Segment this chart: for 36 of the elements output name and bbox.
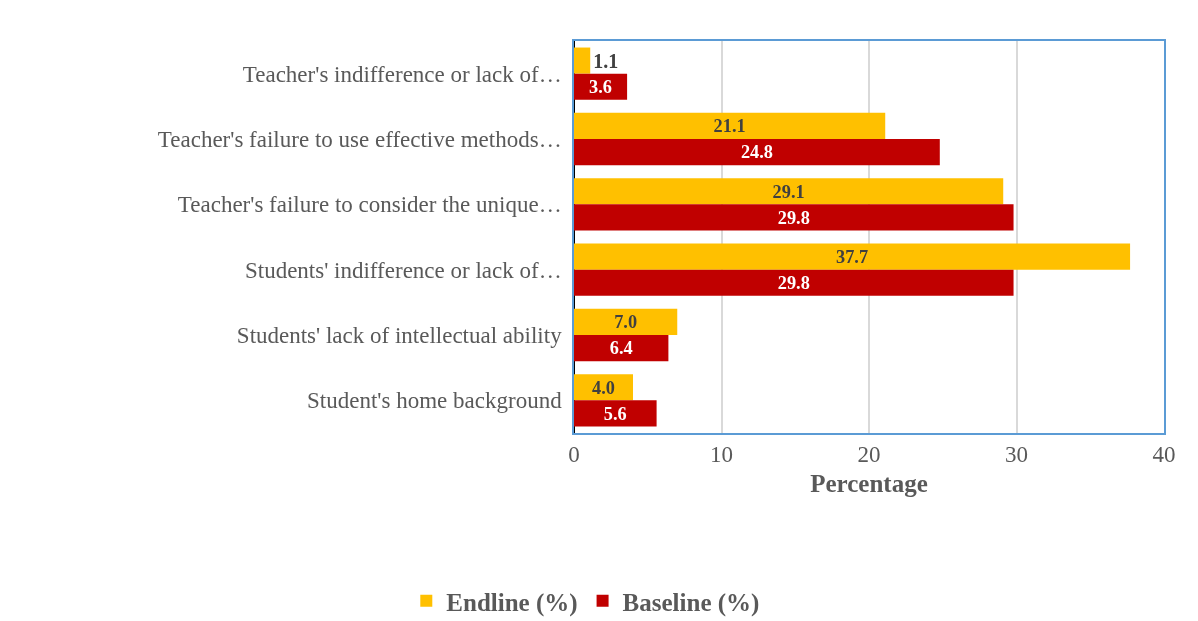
bar — [574, 178, 1004, 205]
bar — [574, 243, 1131, 270]
data-label: 29.8 — [777, 273, 810, 294]
x-tick-label: 30 — [1005, 442, 1028, 468]
data-label: 4.0 — [592, 377, 615, 398]
data-label: 5.6 — [603, 403, 627, 424]
bar — [574, 112, 886, 139]
data-label: 3.6 — [589, 77, 612, 98]
y-tick-label: Student's home background — [307, 388, 563, 414]
y-tick-label: Students' lack of intellectual ability — [236, 323, 563, 349]
data-label: 37.7 — [836, 247, 869, 268]
data-label: 29.1 — [772, 181, 805, 202]
bar — [574, 47, 591, 74]
data-label: 24.8 — [740, 142, 773, 163]
bar — [574, 400, 657, 427]
data-label: 21.1 — [713, 116, 746, 137]
data-label: 6.4 — [609, 338, 633, 359]
y-tick-label: Teacher's indifference or lack of… — [242, 61, 562, 87]
bar — [574, 204, 1014, 231]
legend-label: Endline (%) — [446, 588, 578, 617]
bar — [574, 269, 1014, 296]
y-tick-label: Students' indifference or lack of… — [244, 257, 562, 283]
y-tick-label: Teacher's failure to use effective methods… — [157, 127, 562, 153]
x-tick-label: 20 — [857, 442, 881, 468]
data-label: 29.8 — [777, 207, 810, 228]
x-axis-title: Percentage — [810, 469, 928, 497]
data-label: 1.1 — [593, 49, 619, 72]
x-tick-label: 10 — [710, 442, 733, 468]
x-tick-label: 40 — [1152, 442, 1176, 468]
data-label: 7.0 — [614, 312, 638, 333]
y-tick-label: Teacher's failure to consider the unique… — [177, 192, 562, 218]
legend-label: Baseline (%) — [622, 588, 760, 617]
bar — [574, 335, 669, 362]
bar — [574, 139, 940, 166]
x-tick-label: 0 — [568, 442, 580, 468]
bar — [574, 308, 678, 335]
